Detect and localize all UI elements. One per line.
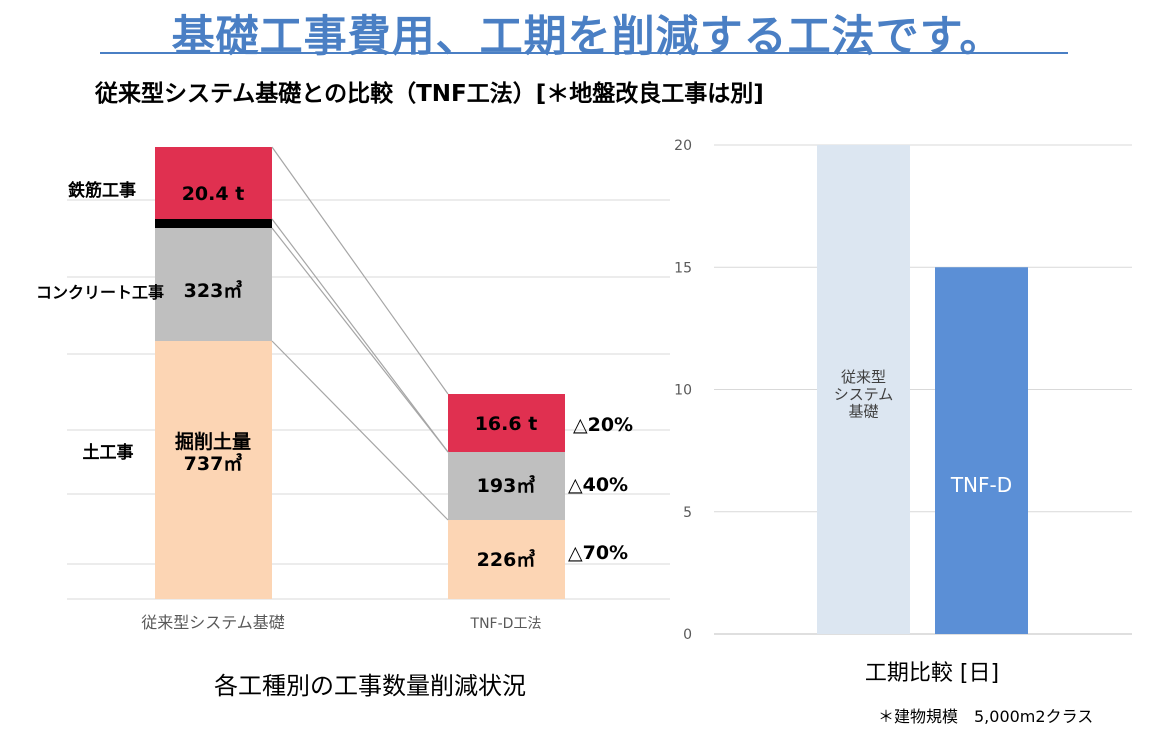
schedule-comparison-chart: 0 5 10 15 20 従来型システム基礎 TNF-D bbox=[674, 138, 1132, 643]
row-label: コンクリート工事 bbox=[36, 283, 164, 302]
earth-segment-bar-2 bbox=[448, 520, 565, 599]
concrete-segment-bar-2 bbox=[448, 452, 565, 520]
connector-line bbox=[271, 340, 449, 521]
separator-band bbox=[155, 219, 272, 228]
footnote: ＊建物規模 5,000m2クラス bbox=[878, 707, 1094, 726]
bar-label: TNF-D bbox=[950, 473, 1012, 497]
connector-line bbox=[271, 146, 449, 395]
concrete-segment-bar-1 bbox=[155, 228, 272, 341]
bar-label: 従来型システム基礎 bbox=[834, 368, 894, 421]
connector-line bbox=[271, 218, 449, 453]
change-label: △20% bbox=[573, 414, 633, 436]
data-label: 20.4 t bbox=[182, 183, 245, 205]
rebar-segment-bar-1 bbox=[155, 147, 272, 219]
data-label: 16.6 t bbox=[475, 413, 538, 435]
main-title: 基礎工事費用、工期を削減する工法です。 bbox=[171, 12, 1004, 62]
change-label: △70% bbox=[568, 542, 628, 564]
category-label: TNF-D工法 bbox=[470, 616, 542, 632]
y-tick-label: 20 bbox=[674, 138, 692, 154]
earth-segment-bar-1 bbox=[155, 341, 272, 599]
y-tick-label: 5 bbox=[683, 505, 692, 521]
data-label: 193㎥ bbox=[477, 474, 536, 497]
rebar-segment-bar-2 bbox=[448, 394, 565, 452]
schedule-chart-caption: 工期比較 [日] bbox=[864, 661, 1000, 686]
y-tick-label: 15 bbox=[674, 260, 692, 276]
data-label: 226㎥ bbox=[477, 548, 536, 571]
title-underline bbox=[100, 52, 1068, 54]
connector-line bbox=[271, 227, 449, 453]
y-tick-label: 10 bbox=[674, 383, 692, 399]
schedule-bar-2 bbox=[935, 267, 1028, 634]
schedule-bar-1 bbox=[817, 145, 910, 634]
y-tick-label: 0 bbox=[683, 627, 692, 643]
row-label: 土工事 bbox=[83, 442, 134, 463]
subtitle: 従来型システム基礎との比較（TNF工法）[＊地盤改良工事は別] bbox=[95, 81, 764, 107]
quantity-chart-caption: 各工種別の工事数量削減状況 bbox=[214, 672, 526, 700]
row-label: 鉄筋工事 bbox=[68, 180, 136, 201]
data-label: 掘削土量 737㎥ bbox=[175, 430, 251, 475]
change-label: △40% bbox=[568, 474, 628, 496]
category-label: 従来型システム基礎 bbox=[141, 613, 285, 632]
data-label: 323㎥ bbox=[184, 279, 243, 302]
